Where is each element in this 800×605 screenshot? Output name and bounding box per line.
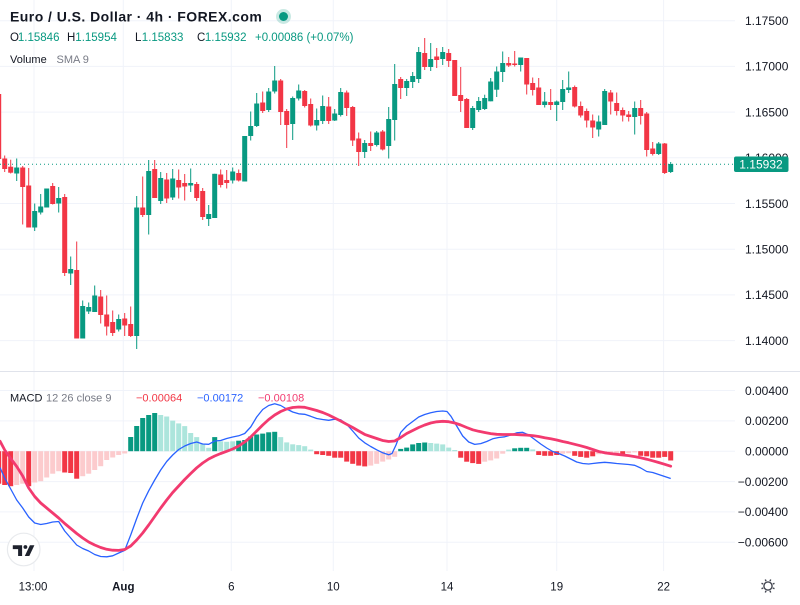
svg-text:1.14000: 1.14000 xyxy=(745,334,789,348)
svg-text:0.00400: 0.00400 xyxy=(745,384,789,398)
svg-text:1.14500: 1.14500 xyxy=(745,288,789,302)
svg-text:O: O xyxy=(10,32,19,44)
svg-text:22: 22 xyxy=(657,582,670,594)
svg-text:Aug: Aug xyxy=(112,582,134,594)
svg-text:1.15846: 1.15846 xyxy=(18,32,60,44)
svg-text:−0.00600: −0.00600 xyxy=(738,536,789,550)
svg-text:14: 14 xyxy=(441,582,454,594)
svg-text:−0.00064: −0.00064 xyxy=(136,392,182,404)
svg-text:1.15833: 1.15833 xyxy=(142,32,184,44)
svg-text:1.15000: 1.15000 xyxy=(745,243,789,257)
svg-text:6: 6 xyxy=(228,582,234,594)
svg-text:0.00200: 0.00200 xyxy=(745,414,789,428)
svg-text:H: H xyxy=(67,32,75,44)
svg-text:1.15500: 1.15500 xyxy=(745,197,789,211)
svg-text:1.15932: 1.15932 xyxy=(205,32,247,44)
svg-text:L: L xyxy=(135,32,142,44)
svg-text:1.16500: 1.16500 xyxy=(745,105,789,119)
svg-text:1.17500: 1.17500 xyxy=(745,14,789,28)
svg-text:−0.00400: −0.00400 xyxy=(738,505,789,519)
svg-text:Euro / U.S. Dollar · 4h · FORE: Euro / U.S. Dollar · 4h · FOREX.com xyxy=(10,9,262,25)
svg-text:−0.00200: −0.00200 xyxy=(738,475,789,489)
svg-text:1.17000: 1.17000 xyxy=(745,60,789,74)
svg-text:−0.00172: −0.00172 xyxy=(197,392,243,404)
svg-text:10: 10 xyxy=(327,582,340,594)
svg-text:1.15932: 1.15932 xyxy=(739,158,783,172)
svg-text:12 26 close 9: 12 26 close 9 xyxy=(46,392,111,404)
svg-text:+0.00086 (+0.07%): +0.00086 (+0.07%) xyxy=(255,32,354,44)
svg-text:−0.00108: −0.00108 xyxy=(258,392,304,404)
svg-text:SMA 9: SMA 9 xyxy=(57,54,89,66)
svg-text:13:00: 13:00 xyxy=(19,582,48,594)
svg-text:Volume: Volume xyxy=(10,54,47,66)
svg-text:1.15954: 1.15954 xyxy=(75,32,117,44)
svg-text:0.00000: 0.00000 xyxy=(745,445,789,459)
svg-text:C: C xyxy=(197,32,205,44)
svg-text:19: 19 xyxy=(550,582,563,594)
svg-text:MACD: MACD xyxy=(10,392,42,404)
